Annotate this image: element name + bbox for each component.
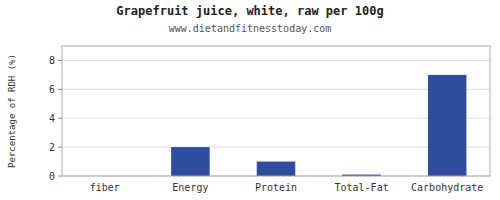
y-tick-label: 4: [49, 113, 55, 124]
x-tick-label: Total-Fat: [335, 182, 389, 193]
y-tick: [58, 147, 62, 148]
subtitle: www.dietandfitnesstoday.com: [169, 23, 332, 34]
y-axis-label: Percentage of RDH (%): [7, 54, 17, 168]
x-tick-label: Protein: [255, 182, 297, 193]
x-tick-label: Carbohydrate: [411, 182, 483, 193]
grid-line: [62, 147, 490, 148]
grid: [62, 60, 490, 176]
grid-line: [62, 118, 490, 119]
bars: [171, 75, 466, 176]
bar: [428, 75, 467, 176]
x-tick-label: fiber: [90, 182, 120, 193]
bar: [257, 162, 296, 176]
y-tick: [58, 118, 62, 119]
y-tick-label: 8: [49, 55, 55, 66]
grid-line: [62, 89, 490, 90]
bar: [171, 147, 210, 176]
y-tick: [58, 60, 62, 61]
title: Grapefruit juice, white, raw per 100g: [116, 4, 383, 18]
y-tick: [58, 176, 62, 177]
y-tick: [58, 89, 62, 90]
y-tick-label: 2: [49, 142, 55, 153]
y-tick-label: 6: [49, 84, 55, 95]
plot-frame: [62, 46, 490, 176]
chart: Grapefruit juice, white, raw per 100g www…: [0, 0, 500, 200]
x-tick-label: Energy: [172, 182, 208, 193]
grid-line: [62, 60, 490, 61]
y-tick-label: 0: [49, 171, 55, 182]
